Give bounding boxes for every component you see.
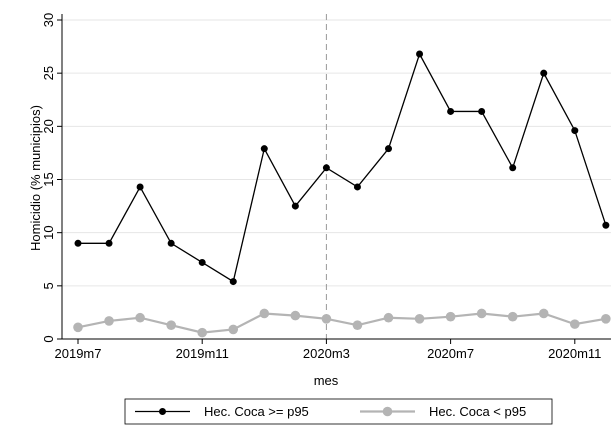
data-point: [570, 319, 580, 329]
x-tick-label: 2020m7: [427, 346, 474, 361]
legend-marker: [382, 406, 393, 417]
data-point: [507, 311, 518, 322]
y-tick-label: 10: [41, 225, 56, 239]
series-line: [78, 52, 607, 283]
data-point: [197, 327, 207, 338]
y-axis-label: Homicidio (% municipios): [28, 105, 43, 251]
legend-frame: [124, 398, 553, 425]
data-point: [322, 164, 330, 172]
legend-marker: [159, 408, 166, 415]
y-tick-label: 25: [41, 66, 56, 80]
data-point: [259, 308, 270, 319]
data-point: [414, 313, 425, 324]
data-point: [538, 308, 549, 319]
data-point: [136, 183, 144, 191]
x-tick-label: 2019m11: [176, 346, 229, 361]
x-tick-label: 2020m3: [303, 346, 350, 361]
grid-lines: [62, 19, 611, 340]
axes: [61, 14, 611, 340]
data-point: [476, 308, 487, 319]
data-point: [105, 239, 113, 247]
legend-label: Hec. Coca < p95: [429, 404, 526, 419]
data-point: [385, 145, 392, 153]
data-point: [291, 202, 299, 210]
data-point: [73, 322, 83, 333]
data-point: [383, 312, 394, 323]
data-point: [167, 239, 175, 247]
series-layer: [73, 50, 611, 338]
x-tick-label: 2019m7: [55, 346, 102, 361]
data-point: [416, 50, 424, 58]
x-axis-label: mes: [314, 373, 339, 388]
series-high-coca: [74, 50, 610, 286]
y-tick-label: 15: [41, 172, 56, 186]
data-point: [228, 324, 239, 335]
data-point: [290, 310, 301, 321]
data-point: [104, 316, 114, 326]
y-tick-label: 0: [41, 335, 56, 342]
y-axis-ticks: 0 5 10 15 20 25 30: [41, 13, 62, 343]
y-tick-label: 30: [41, 13, 56, 27]
data-point: [540, 69, 548, 77]
data-point: [198, 258, 206, 266]
data-point: [166, 320, 176, 330]
legend-label: Hec. Coca >= p95: [204, 404, 309, 419]
data-point: [74, 239, 82, 247]
data-point: [321, 313, 332, 324]
x-tick-label: 2020m11: [548, 346, 601, 361]
series-line: [77, 312, 607, 334]
data-point: [601, 313, 611, 324]
data-point: [353, 183, 361, 191]
data-point: [447, 107, 455, 115]
data-point: [571, 127, 579, 135]
series-low-coca: [73, 308, 611, 338]
data-point: [445, 311, 456, 322]
data-point: [602, 221, 610, 229]
y-tick-label: 20: [41, 119, 56, 133]
data-point: [260, 145, 268, 153]
data-point: [229, 278, 237, 286]
data-point: [509, 164, 517, 172]
legend: Hec. Coca >= p95 Hec. Coca < p95: [124, 398, 553, 425]
y-tick-label: 5: [41, 282, 56, 289]
data-point: [478, 107, 486, 115]
x-axis-ticks: 2019m7 2019m11 2020m3 2020m7 2020m11: [55, 339, 601, 361]
data-point: [135, 312, 145, 323]
data-point: [352, 320, 363, 330]
